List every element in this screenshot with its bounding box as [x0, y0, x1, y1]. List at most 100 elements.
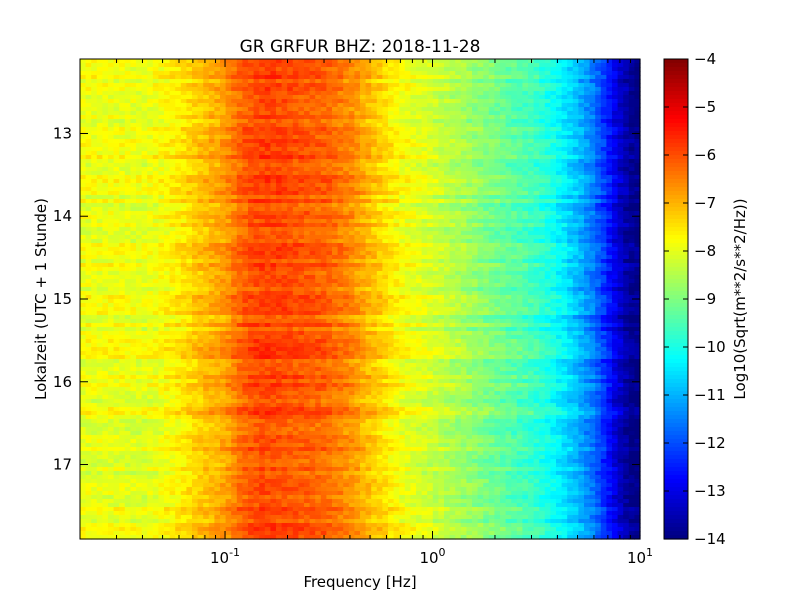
heatmap-cell: [343, 147, 350, 152]
heatmap-cell: [320, 171, 327, 176]
heatmap-cell: [343, 195, 350, 200]
heatmap-cell: [567, 127, 574, 132]
heatmap-cell: [248, 219, 255, 224]
heatmap-cell: [483, 243, 490, 248]
heatmap-cell: [477, 127, 484, 132]
heatmap-cell: [516, 247, 523, 252]
heatmap-cell: [152, 127, 159, 132]
heatmap-cell: [270, 79, 277, 84]
heatmap-cell: [432, 203, 439, 208]
heatmap-cell: [225, 163, 232, 168]
heatmap-cell: [617, 219, 624, 224]
heatmap-cell: [528, 79, 535, 84]
heatmap-cell: [136, 99, 143, 104]
heatmap-cell: [416, 215, 423, 220]
heatmap-cell: [354, 183, 361, 188]
heatmap-cell: [276, 159, 283, 164]
heatmap-cell: [276, 107, 283, 112]
heatmap-cell: [236, 247, 243, 252]
heatmap-cell: [544, 179, 551, 184]
heatmap-cell: [449, 219, 456, 224]
heatmap-cell: [102, 95, 109, 100]
heatmap-cell: [578, 199, 585, 204]
heatmap-cell: [404, 143, 411, 148]
heatmap-cell: [606, 127, 613, 132]
heatmap-cell: [432, 131, 439, 136]
heatmap-cell: [500, 195, 507, 200]
heatmap-cell: [427, 71, 434, 76]
heatmap-cell: [343, 159, 350, 164]
heatmap-cell: [500, 155, 507, 160]
heatmap-cell: [628, 123, 635, 128]
heatmap-cell: [337, 207, 344, 212]
heatmap-cell: [253, 243, 260, 248]
heatmap-cell: [85, 175, 92, 180]
heatmap-cell: [578, 135, 585, 140]
heatmap-cell: [449, 251, 456, 256]
heatmap-cell: [460, 239, 467, 244]
heatmap-cell: [399, 167, 406, 172]
heatmap-cell: [483, 231, 490, 236]
heatmap-cell: [242, 247, 249, 252]
heatmap-cell: [85, 223, 92, 228]
heatmap-cell: [298, 123, 305, 128]
heatmap-cell: [186, 111, 193, 116]
heatmap-cell: [556, 191, 563, 196]
heatmap-cell: [248, 127, 255, 132]
heatmap-cell: [449, 155, 456, 160]
heatmap-cell: [348, 163, 355, 168]
heatmap-cell: [533, 107, 540, 112]
heatmap-cell: [281, 71, 288, 76]
heatmap-cell: [561, 231, 568, 236]
heatmap-cell: [192, 167, 199, 172]
heatmap-cell: [80, 171, 87, 176]
heatmap-cell: [561, 115, 568, 120]
heatmap-cell: [388, 199, 395, 204]
heatmap-cell: [606, 71, 613, 76]
heatmap-cell: [343, 79, 350, 84]
heatmap-cell: [539, 179, 546, 184]
heatmap-cell: [421, 215, 428, 220]
heatmap-cell: [197, 83, 204, 88]
heatmap-cell: [309, 79, 316, 84]
heatmap-cell: [203, 131, 210, 136]
heatmap-cell: [287, 155, 294, 160]
heatmap-cell: [231, 99, 238, 104]
heatmap-cell: [550, 83, 557, 88]
heatmap-cell: [124, 87, 131, 92]
heatmap-cell: [298, 115, 305, 120]
heatmap-cell: [427, 255, 434, 260]
heatmap-cell: [427, 231, 434, 236]
heatmap-cell: [416, 159, 423, 164]
heatmap-cell: [348, 143, 355, 148]
heatmap-cell: [180, 83, 187, 88]
heatmap-cell: [427, 119, 434, 124]
heatmap-cell: [460, 223, 467, 228]
heatmap-cell: [382, 143, 389, 148]
heatmap-cell: [567, 255, 574, 260]
heatmap-cell: [220, 255, 227, 260]
heatmap-cell: [628, 251, 635, 256]
heatmap-cell: [556, 215, 563, 220]
heatmap-cell: [203, 91, 210, 96]
heatmap-cell: [130, 175, 137, 180]
heatmap-cell: [152, 231, 159, 236]
heatmap-cell: [584, 239, 591, 244]
heatmap-cell: [130, 67, 137, 72]
heatmap-cell: [208, 111, 215, 116]
heatmap-cell: [214, 199, 221, 204]
heatmap-cell: [348, 95, 355, 100]
heatmap-cell: [404, 215, 411, 220]
heatmap-cell: [550, 211, 557, 216]
heatmap-cell: [141, 231, 148, 236]
heatmap-cell: [270, 199, 277, 204]
heatmap-cell: [152, 79, 159, 84]
heatmap-cell: [376, 203, 383, 208]
heatmap-cell: [365, 83, 372, 88]
heatmap-cell: [259, 231, 266, 236]
heatmap-cell: [298, 87, 305, 92]
heatmap-cell: [96, 187, 103, 192]
heatmap-cell: [108, 63, 115, 68]
heatmap-cell: [309, 151, 316, 156]
heatmap-cell: [180, 223, 187, 228]
